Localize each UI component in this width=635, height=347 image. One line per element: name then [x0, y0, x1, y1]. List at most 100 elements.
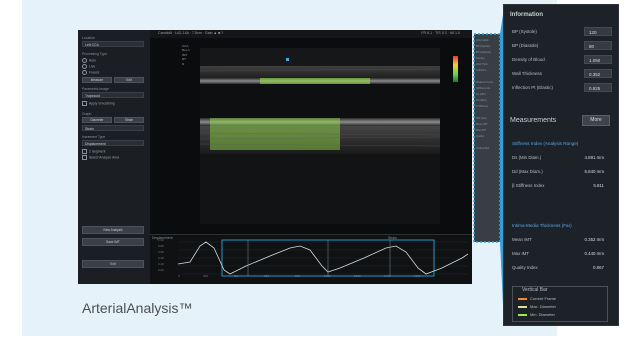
image-header-bar — [150, 30, 472, 38]
processing-type-label: Processing Type — [82, 52, 108, 56]
x-tick: 0 — [178, 274, 180, 278]
image-header-params: FR 8.1 · TIS 0.3 · MI 1.0 — [421, 31, 460, 35]
bp-diastole-label: BP (Diastole) — [512, 43, 539, 48]
analyze-area-checkbox[interactable]: Select Analyze Area — [82, 155, 119, 160]
graph-select[interactable]: Strain — [82, 125, 144, 131]
y-tick: 0.40 — [158, 256, 164, 260]
max-diameter-label: Max. Diameter — [530, 304, 557, 309]
segment-checkbox[interactable]: 2 Segment — [82, 149, 105, 154]
processing-radio-auto[interactable]: Auto — [82, 58, 96, 63]
max-imt-label: Max IMT — [512, 251, 530, 256]
strip-label: BP (Diastole) — [476, 51, 492, 54]
strip-label: Inflection — [476, 69, 487, 72]
bp-systole-value: 120 — [589, 29, 597, 35]
quality-label: Quality Index — [512, 265, 538, 270]
stiffness-title: Stiffness Index (Analysis Range) — [512, 141, 579, 146]
min-diameter-label: Min. Diameter — [530, 312, 555, 317]
graph-title-right: Strain — [388, 236, 397, 240]
wall-thickness-field[interactable]: 0.352 — [584, 69, 612, 78]
min-diameter-swatch — [518, 314, 527, 316]
strip-label: Vertical Bar — [476, 147, 490, 150]
y-tick: 0.20 — [158, 262, 164, 266]
graph-select-value: Strain — [85, 126, 94, 131]
density-field[interactable]: 1.050 — [584, 55, 612, 64]
app-screen: Location Left CCA Processing Type Auto L… — [78, 30, 472, 284]
strip-label: Mean IMT — [476, 123, 488, 126]
caption: ArterialAnalysis™ — [82, 300, 193, 316]
inflection-value: 0.925 — [589, 85, 601, 91]
graph-title-left: Displacement — [152, 236, 173, 240]
strain-button[interactable]: Strain — [114, 117, 144, 123]
ultrasound-image[interactable] — [150, 38, 472, 234]
edit-button[interactable]: Edit — [114, 77, 144, 83]
vertical-bar-title: Vertical Bar — [520, 287, 550, 293]
left-control-panel: Location Left CCA Processing Type Auto L… — [78, 30, 150, 284]
parametric-value: Trapezoid — [85, 93, 100, 98]
waveform-graph[interactable] — [150, 234, 472, 284]
mean-imt-label: Mean IMT — [512, 237, 532, 242]
overlay-label: RT — [182, 57, 186, 62]
more-button[interactable]: More — [582, 115, 610, 126]
wall-thickness-label: Wall Thickness — [512, 71, 543, 76]
y-tick: 0.00 — [158, 268, 164, 272]
location-value: Left CCA — [85, 42, 99, 47]
overlay-label: D — [182, 61, 185, 66]
measurements-title: Measurements — [510, 117, 557, 124]
ds-value: 4.891 mm — [584, 155, 604, 160]
strip-label: Stiffness Idx — [476, 87, 491, 90]
dd-value: 5.840 mm — [584, 169, 604, 174]
y-tick: 0.60 — [158, 250, 164, 254]
quality-value: 0.867 — [593, 265, 604, 270]
strip-label: Measurements — [476, 81, 494, 84]
increment-label: Increment Type — [82, 135, 106, 139]
bp-diastole-value: 80 — [589, 43, 595, 49]
near-wall-overlay — [260, 78, 370, 84]
location-select[interactable]: Left CCA — [82, 41, 144, 47]
smoothing-checkbox[interactable]: Apply Smoothing — [82, 101, 115, 106]
strip-label: Ds (Min) — [476, 93, 486, 96]
measure-button[interactable]: Measure — [82, 77, 112, 83]
processing-radio-live[interactable]: Live — [82, 64, 95, 69]
max-imt-value: 0.440 mm — [584, 251, 604, 256]
probe-marker-icon — [286, 58, 289, 61]
current-frame-swatch — [518, 298, 527, 300]
information-title: Information — [510, 12, 543, 18]
new-analysis-button[interactable]: New Analysis — [82, 226, 144, 234]
processing-radio-freeze[interactable]: Freeze — [82, 70, 100, 75]
vertical-bar-legend — [512, 286, 608, 322]
color-scale-bar — [453, 56, 458, 82]
information-panel: Information BP (Systole) 120 BP (Diastol… — [503, 4, 619, 326]
side-strip-labels: Information BP (Systole) BP (Diastole) D… — [476, 38, 498, 152]
y-tick: 1.00 — [158, 238, 164, 242]
bp-diastole-field[interactable]: 80 — [584, 41, 612, 50]
zoom-callout — [473, 8, 504, 326]
strip-label: IMT (Far) — [476, 117, 487, 120]
ds-label: Ds (Min Diam.) — [512, 155, 542, 160]
image-overlay-labels: CCA Rec.1 IMT RT D — [182, 44, 190, 66]
beta-label: β Stiffness Index — [512, 183, 545, 188]
increment-select[interactable]: Displacement — [82, 140, 144, 146]
inflection-field[interactable]: 0.925 — [584, 83, 612, 92]
graph-label: Graph — [82, 112, 92, 116]
diameter-button[interactable]: Diameter — [82, 117, 112, 123]
location-label: Location — [82, 36, 95, 40]
strip-label: Quality — [476, 135, 485, 138]
mean-imt-value: 0.352 mm — [584, 237, 604, 242]
dd-label: Dd (Max Diam.) — [512, 169, 543, 174]
overlay-label: CCA — [182, 44, 189, 48]
bp-systole-label: BP (Systole) — [512, 29, 537, 34]
increment-value: Displacement — [85, 141, 106, 146]
strip-label: Density — [476, 57, 485, 60]
parametric-select[interactable]: Trapezoid — [82, 92, 144, 98]
wall-thickness-value: 0.352 — [589, 71, 601, 77]
beta-value: 5.811 — [593, 183, 604, 188]
density-label: Density of Blood — [512, 57, 545, 62]
bp-systole-field[interactable]: 120 — [584, 27, 612, 36]
overlay-label: Rec.1 — [182, 48, 190, 53]
save-imt-button[interactable]: Save IMT — [82, 238, 144, 246]
y-tick: 0.80 — [158, 244, 164, 248]
current-frame-label: Current Frame — [530, 296, 557, 301]
exit-button[interactable]: Exit — [82, 260, 144, 268]
max-diameter-swatch — [518, 306, 527, 308]
inflection-label: Inflection Pt (Elastic) — [512, 85, 554, 90]
